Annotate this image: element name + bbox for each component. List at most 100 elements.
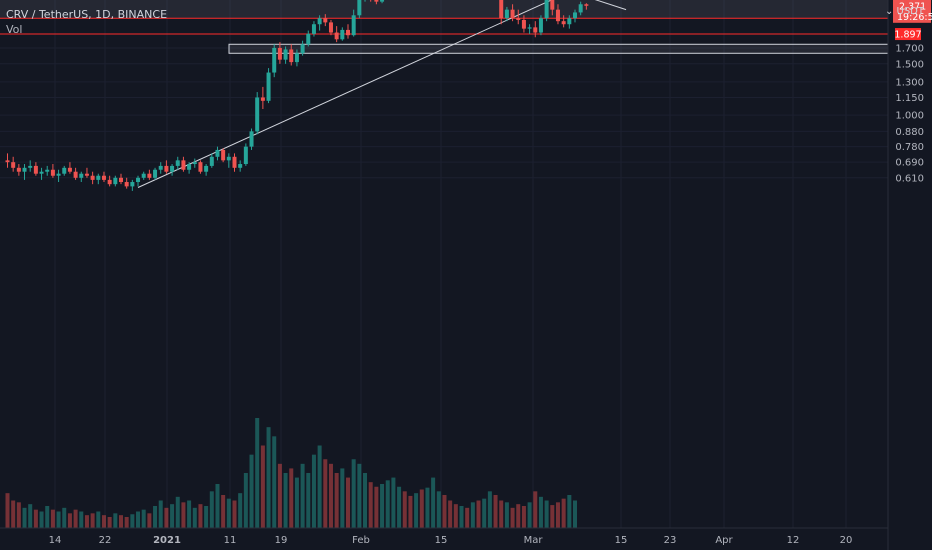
volume-bar (363, 473, 368, 528)
volume-bar (79, 511, 84, 528)
volume-bar (425, 487, 430, 528)
volume-bar (50, 509, 55, 528)
volume-bar (408, 495, 413, 528)
currency-selector[interactable]: ⌄ USDT (885, 6, 924, 17)
volume-bar (5, 493, 10, 528)
volume-bar (391, 477, 396, 528)
candle-body (16, 167, 21, 172)
candle-body (306, 33, 311, 45)
candle-body (544, 0, 549, 19)
candle-body (340, 29, 345, 40)
volume-bar (22, 507, 27, 528)
candle-body (538, 18, 543, 33)
y-tick-label: 1.000 (895, 111, 924, 122)
volume-bar (232, 500, 237, 528)
volume-bar (255, 418, 260, 528)
volume-bar (402, 491, 407, 528)
y-tick-label: 1.150 (895, 93, 924, 104)
volume-bar (158, 500, 163, 528)
volume-bar (45, 506, 50, 528)
candle-body (96, 175, 101, 180)
candle-body (294, 53, 299, 63)
volume-bar (141, 509, 146, 528)
candle-body (107, 179, 112, 185)
volume-bar (277, 463, 282, 528)
volume-bar (397, 486, 402, 528)
volume-bar (67, 513, 72, 528)
volume-bar (414, 493, 419, 528)
candle-body (351, 15, 356, 36)
candle-body (73, 171, 78, 178)
x-tick-label: 15 (615, 535, 628, 546)
x-tick-label: 11 (224, 535, 237, 546)
x-tick-label: 22 (99, 535, 112, 546)
candle-body (334, 32, 339, 40)
volume-bar (431, 477, 436, 528)
volume-bar (119, 515, 123, 528)
candle-body (147, 173, 152, 178)
volume-bar (11, 500, 16, 528)
candle-body (209, 156, 214, 166)
candle-body (221, 149, 226, 161)
volume-bar (33, 509, 38, 528)
volume-bar (482, 498, 487, 528)
volume-bar (504, 502, 509, 528)
volume-bar (516, 504, 521, 528)
candle-body (45, 169, 50, 172)
volume-bar (266, 427, 271, 528)
volume-bar (243, 473, 248, 528)
candle-body (277, 47, 282, 60)
candle-body (181, 160, 186, 170)
candle-body (380, 0, 385, 2)
volume-bar (306, 473, 311, 528)
volume-bar (283, 473, 288, 528)
volume-bar (300, 463, 305, 528)
candle-body (50, 169, 55, 176)
candle-body (521, 19, 526, 29)
candle-body (141, 173, 146, 178)
volume-bar (510, 507, 515, 528)
candle-body (226, 156, 231, 161)
candle-body (266, 72, 271, 101)
volume-bar (90, 513, 95, 528)
candle-body (153, 169, 158, 178)
candle-body (573, 12, 577, 19)
volume-bar (521, 506, 526, 528)
volume-bar (357, 463, 362, 528)
volume-bar (272, 436, 277, 528)
volume-bar (198, 504, 203, 528)
volume-bar (533, 491, 538, 528)
volume-bar (73, 509, 78, 528)
volume-bar (56, 511, 61, 528)
candle-body (158, 165, 163, 170)
volume-bar (442, 495, 447, 528)
volume-bar (260, 445, 265, 528)
volume-bar (170, 504, 175, 528)
x-tick-label: Feb (352, 535, 370, 546)
y-tick-label: 0.690 (895, 158, 924, 169)
candle-body (555, 9, 560, 22)
candle-body (62, 167, 67, 174)
volume-bar (96, 511, 101, 528)
ascending-trendline (137, 0, 553, 188)
support-zone (228, 43, 889, 54)
candle-body (289, 49, 294, 63)
current-price-label: 2.371 (899, 1, 926, 12)
volume-bar (62, 507, 67, 528)
candle-body (232, 156, 237, 168)
candle-body (215, 149, 220, 157)
volume-bar (192, 507, 197, 528)
volume-bar (465, 507, 470, 528)
candle-body (311, 24, 316, 34)
volume-bar (351, 459, 356, 528)
candle-body (499, 0, 504, 19)
x-tick-label: Apr (715, 535, 733, 546)
symbol-title: CRV / TetherUS, 1D, BINANCE (6, 8, 168, 21)
x-tick-label: 12 (787, 535, 800, 546)
volume-bar (16, 502, 21, 528)
volume-bar (374, 486, 379, 528)
candle-body (113, 177, 118, 185)
candle-body (204, 165, 209, 172)
